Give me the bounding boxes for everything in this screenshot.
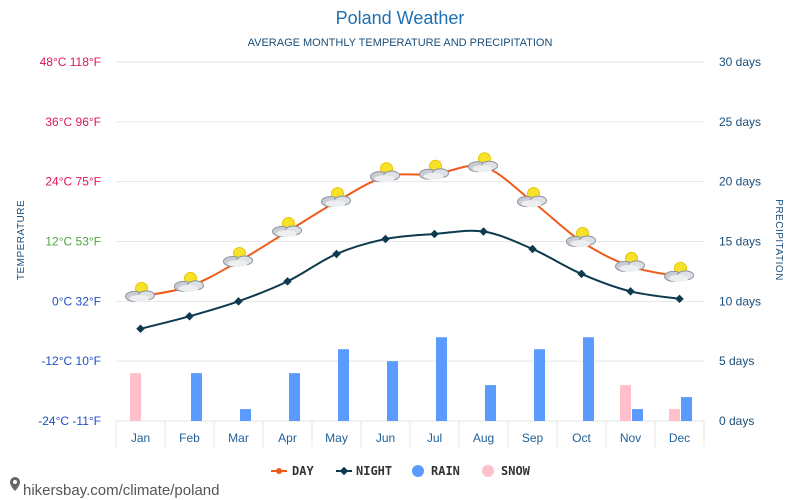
legend-day-marker (276, 468, 282, 474)
temperature-tick-label: 24°C 75°F (45, 175, 101, 189)
precipitation-tick-label: 20 days (719, 175, 761, 189)
legend-item-rain[interactable]: RAIN (412, 464, 460, 478)
legend-snow-marker (482, 465, 494, 477)
legend-item-night[interactable]: NIGHT (336, 464, 392, 478)
partly-cloudy-icon (566, 227, 596, 247)
pin-icon (10, 477, 20, 491)
temperature-tick-label: 36°C 96°F (45, 115, 101, 129)
month-label: Jun (376, 431, 395, 445)
rain-bar (191, 373, 202, 421)
precipitation-tick-label: 5 days (719, 354, 754, 368)
precipitation-axis-label: PRECIPITATION (773, 199, 784, 281)
precipitation-bars (130, 337, 692, 421)
night-point (381, 234, 390, 244)
month-label: Feb (179, 431, 200, 445)
partly-cloudy-icon (664, 261, 694, 282)
footer-link[interactable]: hikersbay.com/climate/poland (10, 477, 219, 499)
month-label: May (325, 431, 348, 445)
temperature-tick-label: -24°C -11°F (38, 414, 101, 428)
precipitation-tick-label: 10 days (719, 294, 761, 308)
night-point (626, 287, 635, 296)
month-label: Nov (620, 431, 641, 445)
partly-cloudy-icon (321, 187, 351, 208)
month-label: Dec (669, 431, 690, 445)
night-point (332, 249, 341, 259)
precipitation-tick-label: 0 days (719, 414, 754, 428)
legend-day-label: DAY (292, 464, 314, 478)
rain-bar (289, 373, 300, 421)
temperature-axis-ticks: 48°C 118°F 36°C 96°F 24°C 75°F 12°C 53°F 0°C… (38, 55, 101, 428)
partly-cloudy-icon (272, 217, 302, 238)
partly-cloudy-icon (419, 159, 449, 180)
month-label: Aug (473, 431, 494, 445)
rain-bar (338, 349, 349, 421)
temperature-axis-label: TEMPERATURE (16, 200, 27, 280)
day-line (140, 164, 680, 298)
legend-rain-marker (412, 465, 424, 477)
night-point (528, 244, 537, 254)
month-label: Oct (572, 431, 591, 445)
night-line (140, 229, 680, 330)
chart-title: Poland Weather (336, 8, 465, 28)
rain-bar (387, 361, 398, 421)
night-point (185, 312, 194, 321)
temperature-tick-label: -12°C 10°F (41, 354, 101, 368)
precipitation-tick-label: 30 days (719, 55, 761, 69)
partly-cloudy-icon (370, 162, 400, 183)
month-label: Sep (522, 431, 544, 445)
month-label: Jan (131, 431, 150, 445)
legend-item-day[interactable]: DAY (271, 464, 314, 478)
night-point (479, 227, 488, 236)
legend-night-marker (339, 466, 349, 476)
partly-cloudy-icon (125, 281, 155, 302)
rain-bar (583, 337, 594, 421)
rain-bar (436, 337, 447, 421)
partly-cloudy-icon (223, 246, 253, 267)
snow-bar (669, 409, 680, 421)
month-labels: Jan Feb Mar Apr May Jun Jul Aug Sep Oct Nov Dec (131, 431, 690, 445)
temperature-tick-label: 12°C 53°F (45, 235, 101, 249)
legend-item-snow[interactable]: SNOW (482, 464, 531, 478)
chart-subtitle: AVERAGE MONTHLY TEMPERATURE AND PRECIPIT… (248, 37, 553, 49)
footer-url: hikersbay.com/climate/poland (23, 482, 219, 499)
gridlines (116, 61, 704, 422)
snow-bar (130, 373, 141, 421)
night-point (136, 324, 145, 333)
snow-bar (620, 385, 631, 421)
month-label: Jul (427, 431, 442, 445)
night-point (234, 297, 243, 306)
weather-icons (125, 152, 694, 302)
precipitation-axis-ticks: 30 days 25 days 20 days 15 days 10 days 5 day… (719, 55, 761, 428)
rain-bar (534, 349, 545, 421)
partly-cloudy-icon (174, 271, 204, 292)
rain-bar (632, 409, 643, 421)
month-dividers (115, 421, 705, 447)
rain-bar (681, 397, 692, 421)
legend-night-label: NIGHT (356, 464, 392, 478)
precipitation-tick-label: 25 days (719, 115, 761, 129)
night-point (675, 294, 684, 304)
precipitation-tick-label: 15 days (719, 235, 761, 249)
legend: DAY NIGHT RAIN SNOW (271, 464, 531, 478)
night-point (283, 277, 292, 286)
rain-bar (485, 385, 496, 421)
legend-rain-label: RAIN (431, 464, 460, 478)
partly-cloudy-icon (517, 187, 547, 208)
temperature-tick-label: 0°C 32°F (52, 294, 101, 308)
month-label: Apr (278, 431, 297, 445)
temperature-lines (140, 164, 680, 330)
temperature-tick-label: 48°C 118°F (40, 55, 101, 69)
month-label: Mar (228, 431, 249, 445)
night-point (577, 269, 586, 279)
legend-snow-label: SNOW (501, 464, 531, 478)
night-point (430, 229, 439, 239)
partly-cloudy-icon (615, 251, 645, 272)
rain-bar (240, 409, 251, 421)
temperature-points (136, 227, 684, 333)
partly-cloudy-icon (468, 152, 498, 173)
